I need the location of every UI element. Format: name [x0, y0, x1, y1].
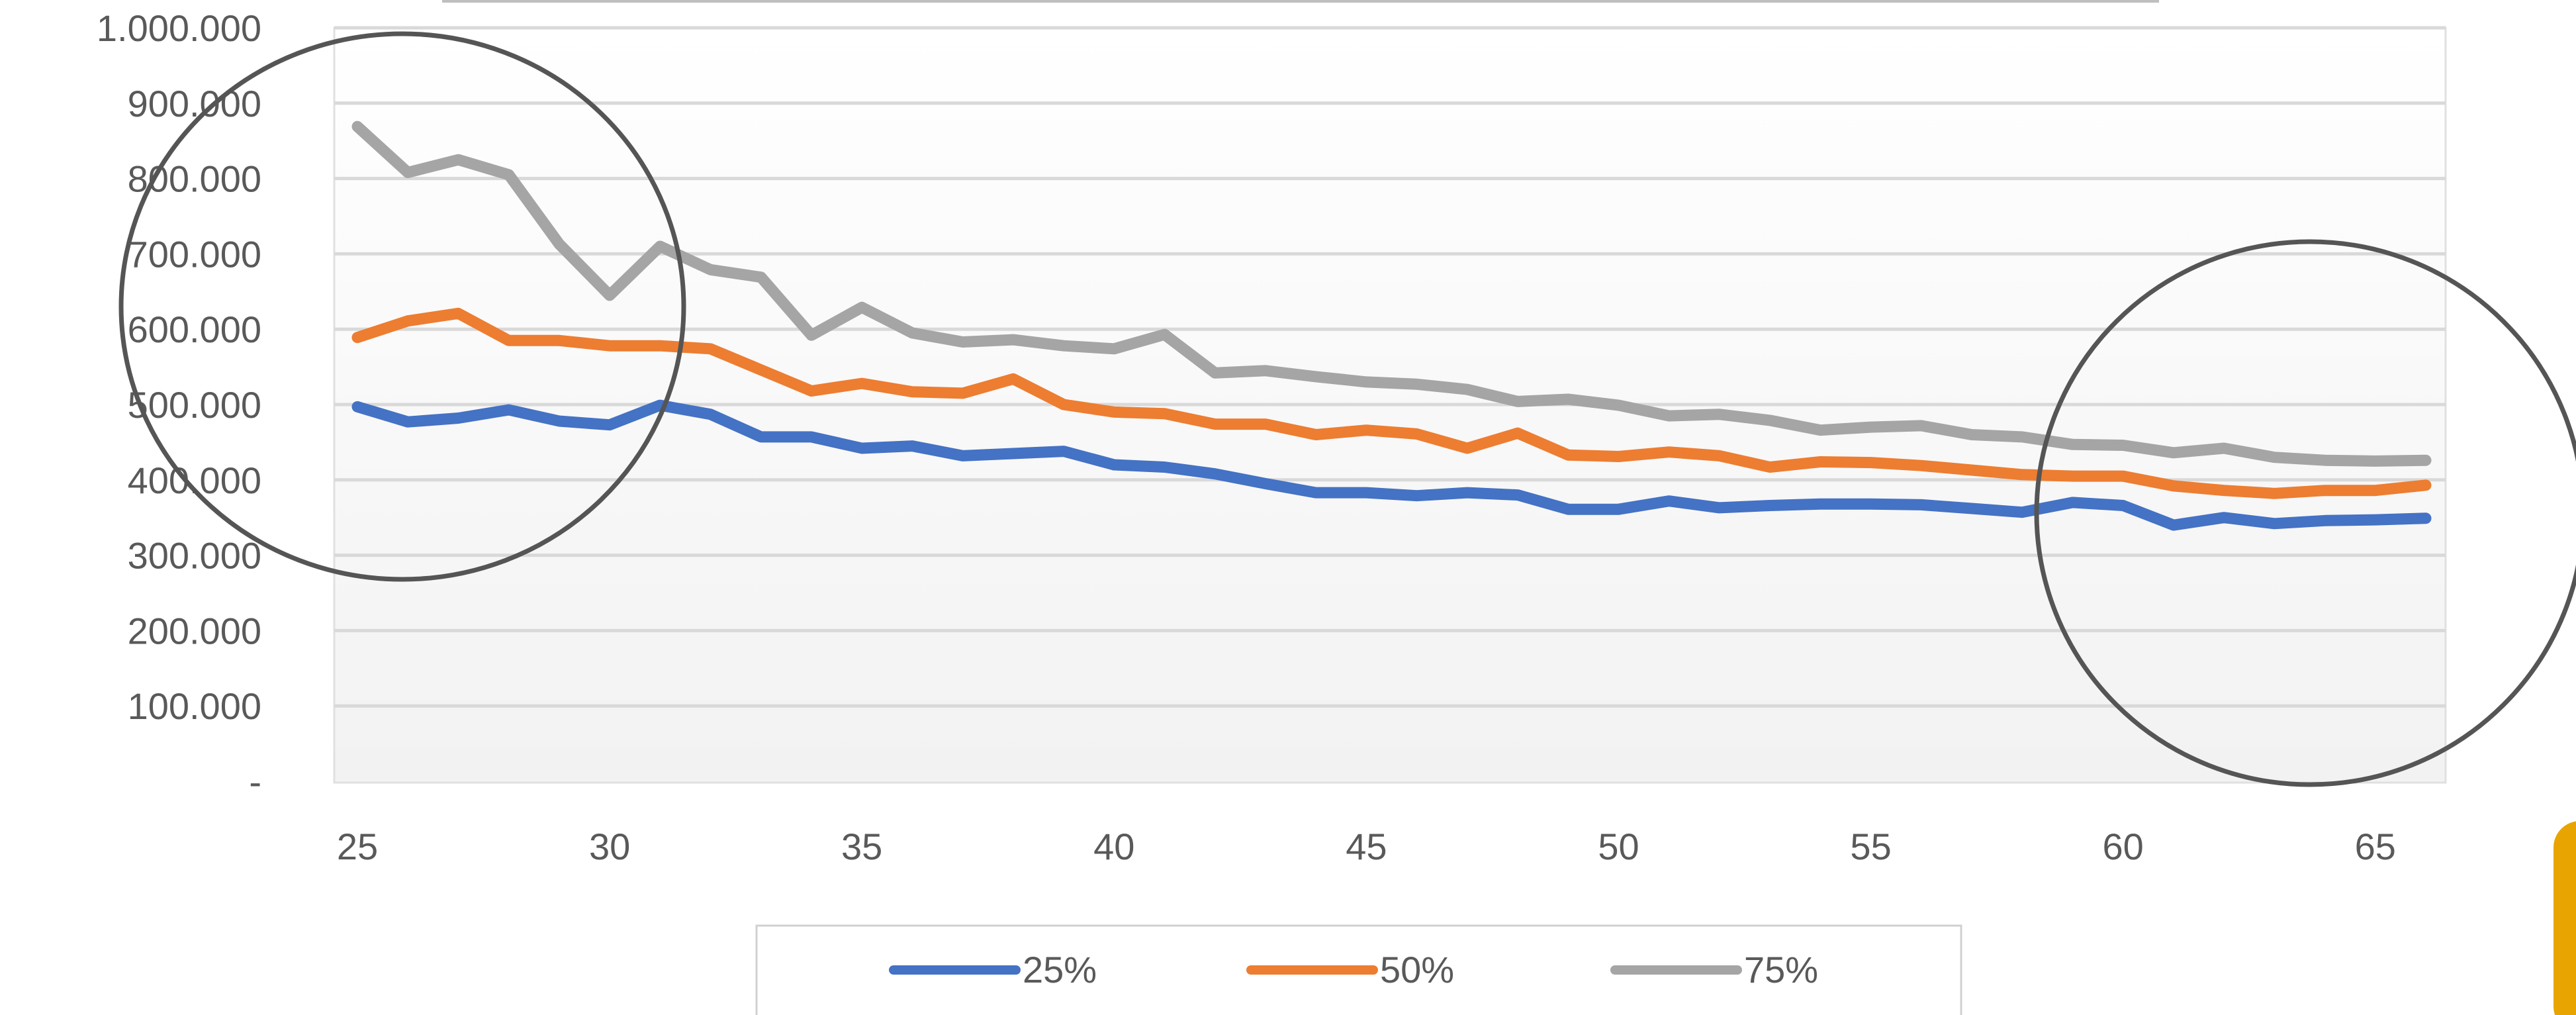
x-tick-label: 65	[2355, 826, 2396, 867]
y-tick-label: 500.000	[128, 384, 261, 426]
annotation-circle-right	[2034, 239, 2576, 787]
x-tick-label: 45	[1346, 826, 1387, 867]
y-tick-label: 100.000	[128, 685, 261, 727]
x-tick-label: 40	[1093, 826, 1134, 867]
annotation-circle-left	[118, 31, 686, 582]
series-line-75pct	[351, 121, 2432, 467]
y-tick-label: 400.000	[128, 459, 261, 501]
y-tick-label: -	[249, 761, 261, 802]
legend: 25% 50% 75%	[889, 949, 1818, 991]
y-tick-label: 200.000	[128, 610, 261, 652]
x-tick-label: 55	[1850, 826, 1891, 867]
series-lines	[351, 121, 2432, 531]
y-tick-label: 900.000	[128, 83, 261, 124]
legend-label: 75%	[1744, 949, 1818, 991]
y-tick-label: 300.000	[128, 535, 261, 577]
y-tick-label: 700.000	[128, 233, 261, 275]
x-tick-label: 60	[2103, 826, 2144, 867]
gridlines	[334, 26, 2446, 708]
x-tick-label: 30	[589, 826, 630, 867]
series-line-25pct	[351, 399, 2432, 531]
x-tick-label: 50	[1598, 826, 1639, 867]
series-line-50pct	[351, 307, 2432, 499]
y-tick-label: 600.000	[128, 309, 261, 350]
x-tick-label: 25	[337, 826, 378, 867]
y-axis-ticks: - 100.000 200.000 300.000 400.000 500.000 600.…	[97, 7, 261, 802]
x-tick-label: 35	[841, 826, 882, 867]
y-tick-label: 1.000.000	[97, 7, 261, 49]
y-tick-label: 800.000	[128, 158, 261, 200]
cropped-title-box	[442, 0, 2159, 3]
legend-label: 50%	[1380, 949, 1454, 991]
legend-label: 25%	[1023, 949, 1097, 991]
x-axis-ticks: 25 30 35 40 45 50 55 60 65	[337, 826, 2396, 867]
corner-accent-shape	[2553, 821, 2576, 1015]
